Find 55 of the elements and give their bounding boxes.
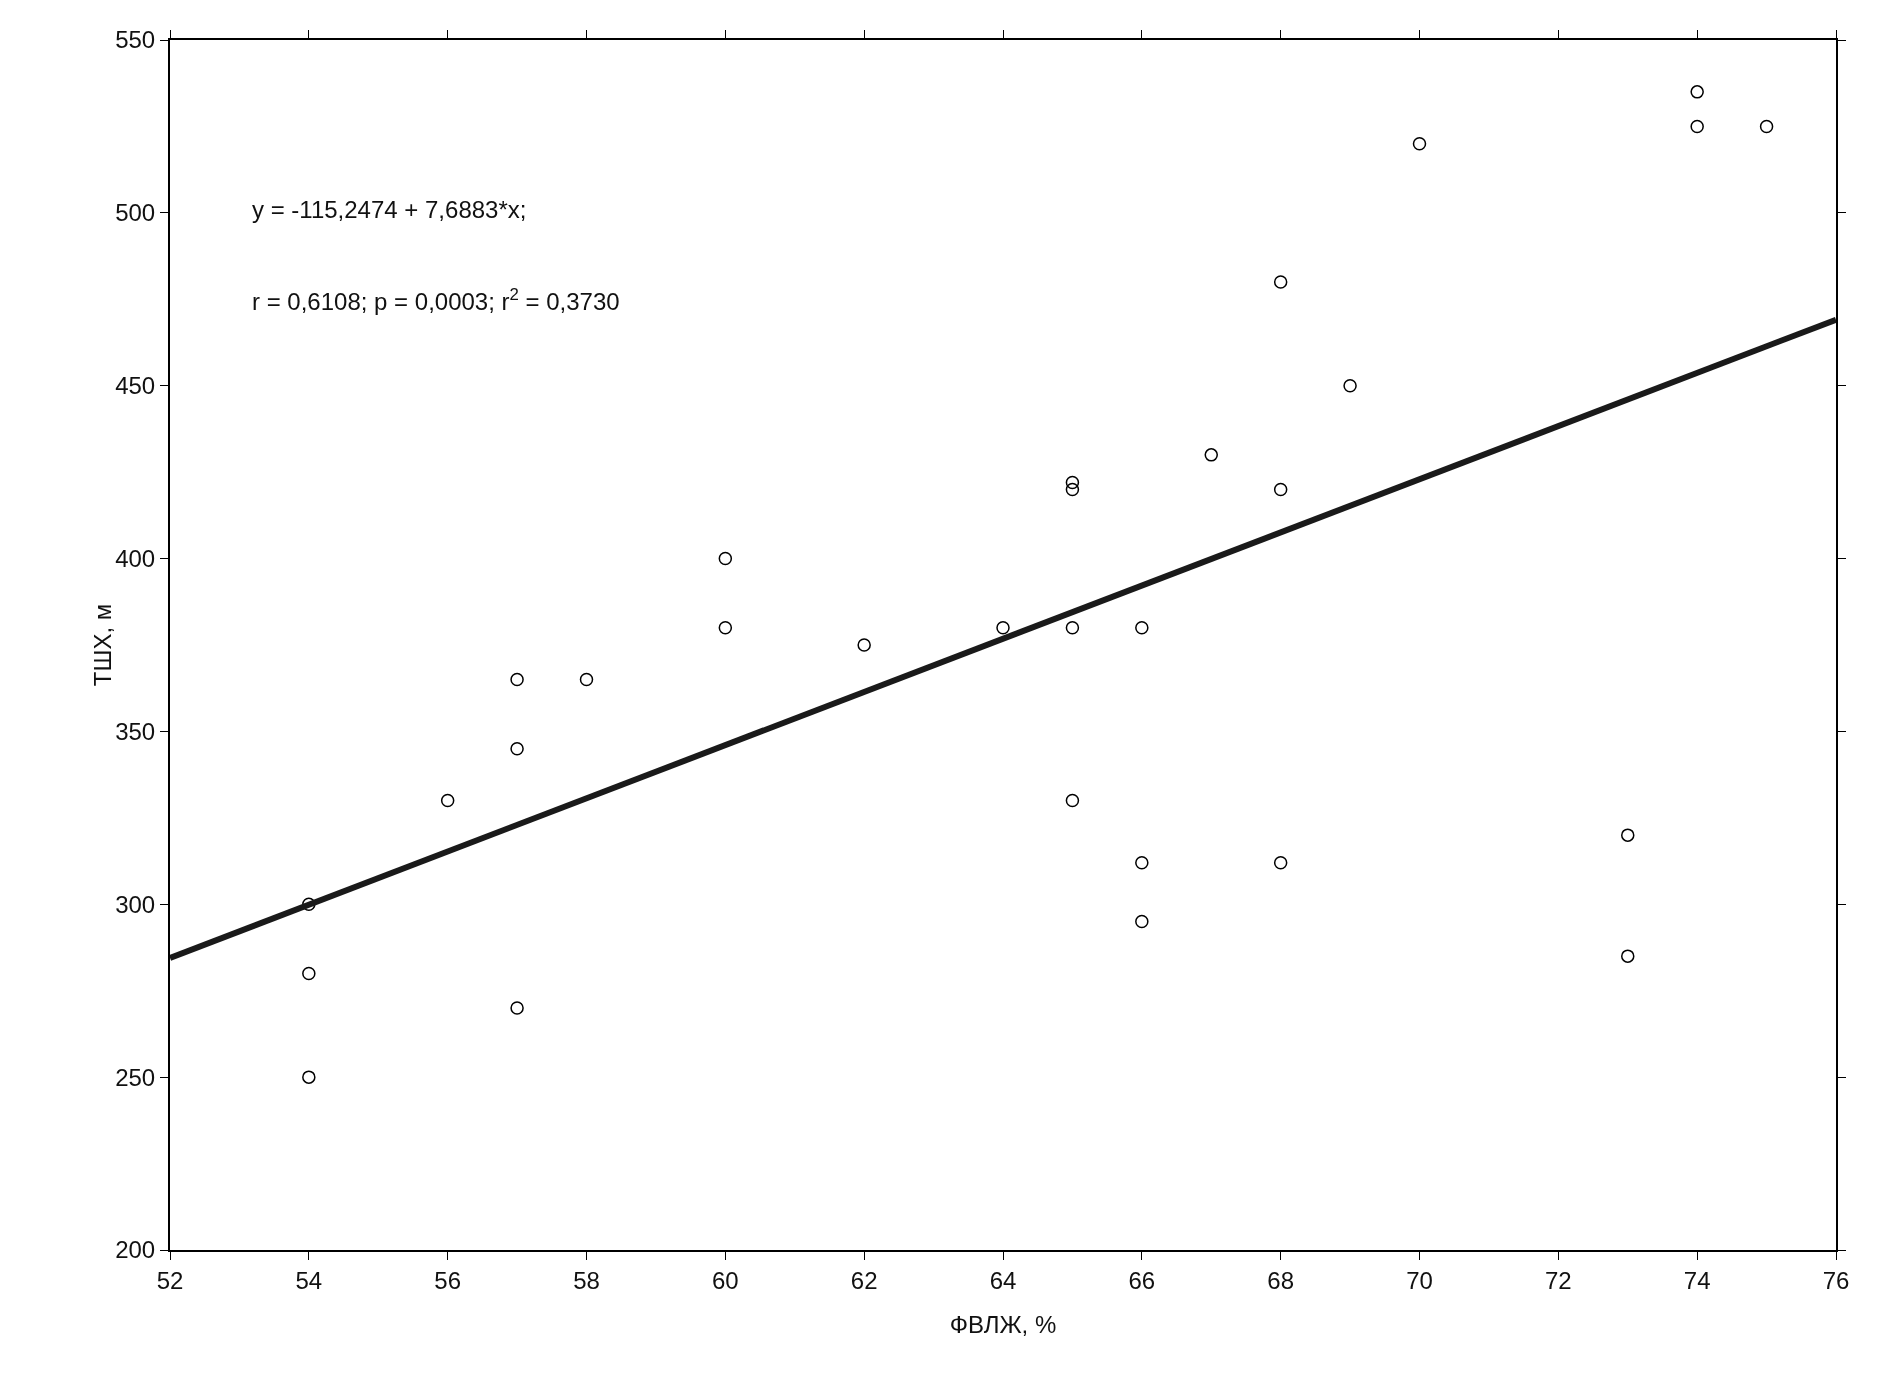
point — [1343, 378, 1357, 393]
y-tick-label: 400 — [115, 544, 156, 572]
x-tick-label: 66 — [1128, 1266, 1156, 1294]
point — [302, 897, 316, 912]
point — [1204, 448, 1218, 462]
point — [1273, 275, 1288, 289]
point — [1690, 119, 1704, 134]
point — [510, 672, 524, 687]
point — [579, 672, 594, 687]
x-tick-label: 54 — [295, 1266, 323, 1294]
x-tick-label: 58 — [573, 1266, 600, 1294]
point — [1412, 136, 1427, 151]
point — [302, 1070, 316, 1084]
point — [440, 793, 455, 808]
x-tick-label: 56 — [434, 1266, 462, 1294]
point — [1065, 475, 1080, 490]
point — [857, 638, 871, 652]
y-tick-label: 500 — [115, 199, 156, 227]
y-tick-label: 350 — [115, 717, 156, 745]
x-tick-label: 64 — [989, 1266, 1017, 1294]
x-tick-label: 62 — [850, 1266, 878, 1294]
annotation: r = 0,6108; p = 0,0003; r$^{2}$ = 0,3730 — [252, 285, 620, 316]
annotation: y = -115,2474 + 7,6883*x; — [252, 196, 527, 223]
point — [1135, 856, 1149, 870]
point — [510, 1001, 524, 1015]
point — [1759, 119, 1774, 134]
point — [1690, 85, 1704, 99]
point — [718, 620, 733, 635]
x-tick-label: 76 — [1822, 1266, 1850, 1294]
point — [1273, 482, 1288, 497]
x-tick-label: 72 — [1544, 1266, 1572, 1294]
x-tick-label: 60 — [711, 1266, 739, 1294]
x-tick-label: 68 — [1267, 1266, 1295, 1294]
point — [1065, 482, 1080, 497]
point — [510, 741, 524, 756]
point — [1621, 949, 1635, 963]
y-axis-title: ТШХ, м — [89, 603, 116, 687]
point — [1065, 793, 1080, 808]
x-tick-label: 70 — [1406, 1266, 1433, 1294]
x-axis-title: ФВЛЖ, % — [949, 1311, 1057, 1338]
point — [996, 620, 1010, 635]
point — [1273, 856, 1288, 870]
point — [1135, 620, 1149, 635]
point — [718, 551, 733, 566]
point — [302, 966, 316, 981]
y-tick-label: 300 — [115, 890, 156, 918]
point — [1135, 914, 1149, 929]
x-tick-label: 52 — [156, 1266, 184, 1294]
y-tick-label: 550 — [115, 26, 156, 54]
y-tick-label: 200 — [115, 1236, 156, 1264]
point — [1065, 620, 1080, 635]
y-tick-label: 250 — [115, 1063, 156, 1091]
x-tick-label: 74 — [1683, 1266, 1711, 1294]
point — [1621, 828, 1635, 842]
y-tick-label: 450 — [115, 372, 156, 400]
